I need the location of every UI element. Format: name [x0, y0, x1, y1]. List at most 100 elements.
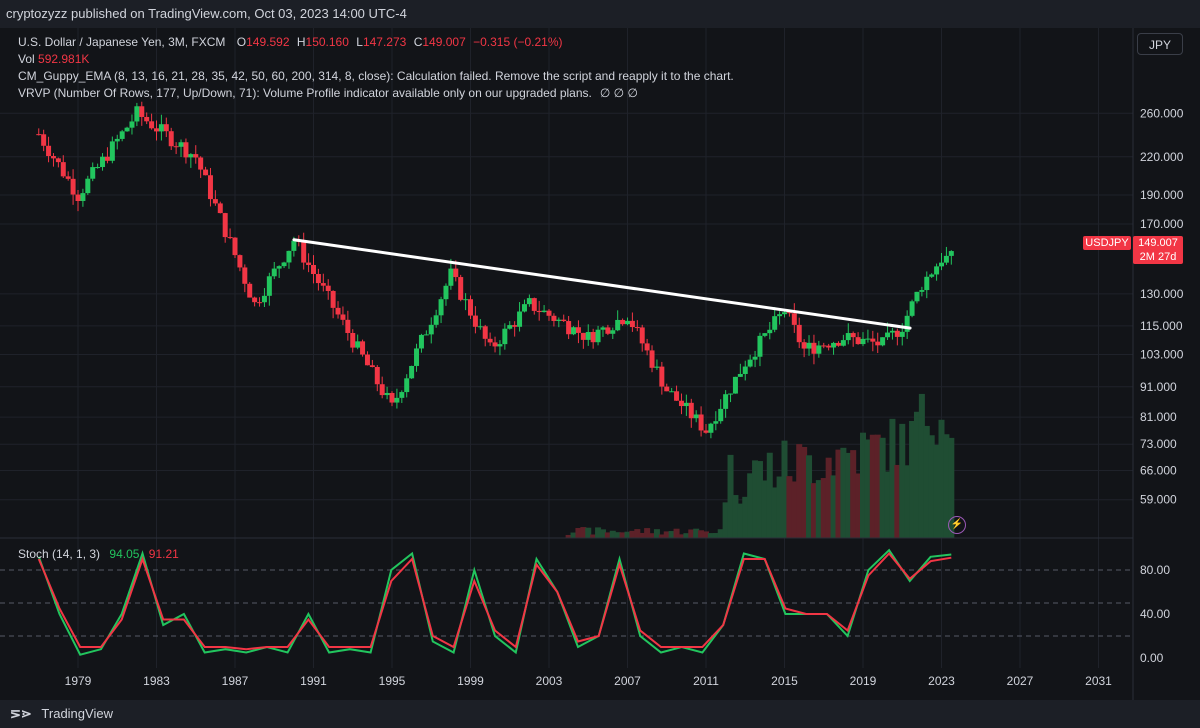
candle-body	[36, 134, 42, 136]
candle-body	[747, 359, 753, 367]
candle-body	[80, 193, 86, 202]
candle-body	[782, 312, 787, 315]
candle-body	[629, 320, 635, 328]
candle-body	[929, 274, 935, 277]
candle-body	[90, 167, 96, 179]
volume-bar	[776, 476, 783, 538]
candle-body	[124, 127, 130, 132]
candle-body	[904, 315, 910, 332]
chart-canvas[interactable]: 260.000 220.000 190.000 170.000 130.000 115.0…	[0, 28, 1200, 700]
price-tick-label: 190.000	[1140, 188, 1184, 202]
volume-bar	[752, 460, 759, 538]
volume-bar	[634, 529, 641, 538]
candle-body	[521, 304, 527, 312]
candle-body	[732, 376, 738, 394]
candle-body	[899, 331, 905, 337]
stoch-legend: Stoch (14, 1, 3) 94.05 91.21	[18, 546, 179, 562]
volume-bar	[761, 480, 768, 538]
candle-body	[291, 240, 297, 251]
candle-body	[870, 338, 876, 342]
candle-body	[875, 341, 881, 346]
candle-body	[384, 392, 390, 396]
volume-bar	[658, 534, 665, 538]
price-tick-label: 103.000	[1140, 348, 1184, 362]
volume-bar	[703, 531, 709, 538]
candle-body	[242, 267, 248, 284]
candle-body	[330, 290, 336, 308]
volume-bar	[894, 464, 901, 538]
volume-bar	[698, 530, 705, 538]
candle-body	[889, 330, 895, 333]
candle-body	[389, 392, 395, 403]
candle-body	[502, 328, 508, 345]
candle-body	[482, 326, 488, 339]
candle-body	[154, 128, 159, 132]
candle-body	[698, 414, 704, 431]
candle-body	[261, 295, 267, 303]
candle-body	[360, 341, 366, 355]
candle-body	[757, 335, 763, 357]
open-value: 149.592	[246, 35, 290, 49]
candle-body	[222, 213, 228, 238]
candle-body	[301, 241, 307, 263]
candle-body	[286, 250, 292, 263]
candle-body	[620, 319, 626, 325]
candle-body	[306, 262, 312, 265]
candle-body	[649, 350, 655, 368]
time-tick-label: 1995	[379, 674, 406, 688]
volume-bar	[948, 437, 955, 538]
candle-body	[865, 338, 871, 340]
candle-body	[237, 255, 243, 268]
candle-body	[438, 299, 444, 316]
volume-bar	[727, 454, 734, 538]
volume-bar	[644, 528, 651, 538]
price-tick-label: 170.000	[1140, 217, 1184, 231]
candle-body	[556, 319, 562, 321]
tradingview-logo-icon: ⋝⋗	[10, 706, 32, 721]
candle-body	[394, 397, 400, 403]
candle-body	[217, 203, 223, 214]
candle-body	[791, 313, 797, 325]
candle-body	[806, 342, 812, 349]
volume-bar	[884, 471, 891, 538]
price-tick-label: 59.000	[1140, 493, 1177, 507]
candle-body	[777, 314, 783, 317]
vrvp-flags: ∅ ∅ ∅	[599, 86, 638, 100]
candle-body	[625, 320, 630, 325]
volume-bar	[850, 450, 857, 538]
open-label: O	[236, 35, 247, 49]
volume-bar	[595, 527, 602, 538]
volume-bar	[649, 533, 656, 538]
candle-body	[919, 290, 925, 292]
publish-header: cryptozyzz published on TradingView.com,…	[0, 0, 1200, 28]
guppy-line: CM_Guppy_EMA (8, 13, 16, 21, 28, 35, 42,…	[18, 69, 734, 83]
price-tick-label: 81.000	[1140, 410, 1177, 424]
candle-body	[129, 121, 135, 128]
candle-body	[315, 274, 321, 284]
volume-bar	[855, 473, 862, 538]
candle-body	[247, 283, 253, 298]
bar-countdown: 2M 27d	[1139, 251, 1177, 263]
trendline[interactable]	[292, 238, 912, 330]
candle-body	[335, 307, 341, 315]
lightning-icon[interactable]: ⚡	[948, 516, 966, 534]
volume-bar	[796, 444, 803, 538]
candle-body	[183, 142, 189, 158]
volume-bar	[688, 529, 695, 538]
candle-body	[266, 276, 272, 296]
volume-bar	[678, 534, 685, 538]
volume-bar	[683, 533, 690, 538]
candle-body	[772, 316, 778, 330]
volume-bar	[663, 531, 670, 538]
volume-bar	[825, 457, 832, 538]
volume-bar	[747, 473, 754, 538]
candle-body	[831, 342, 837, 348]
price-tag: 149.007 2M 27d	[1133, 236, 1183, 264]
candle-body	[428, 324, 434, 335]
time-tick-label: 2003	[536, 674, 563, 688]
volume-bar	[565, 534, 572, 538]
volume-bar	[918, 393, 925, 538]
time-tick-label: 1991	[300, 674, 327, 688]
currency-button[interactable]: JPY	[1137, 33, 1183, 55]
candle-body	[350, 332, 356, 348]
